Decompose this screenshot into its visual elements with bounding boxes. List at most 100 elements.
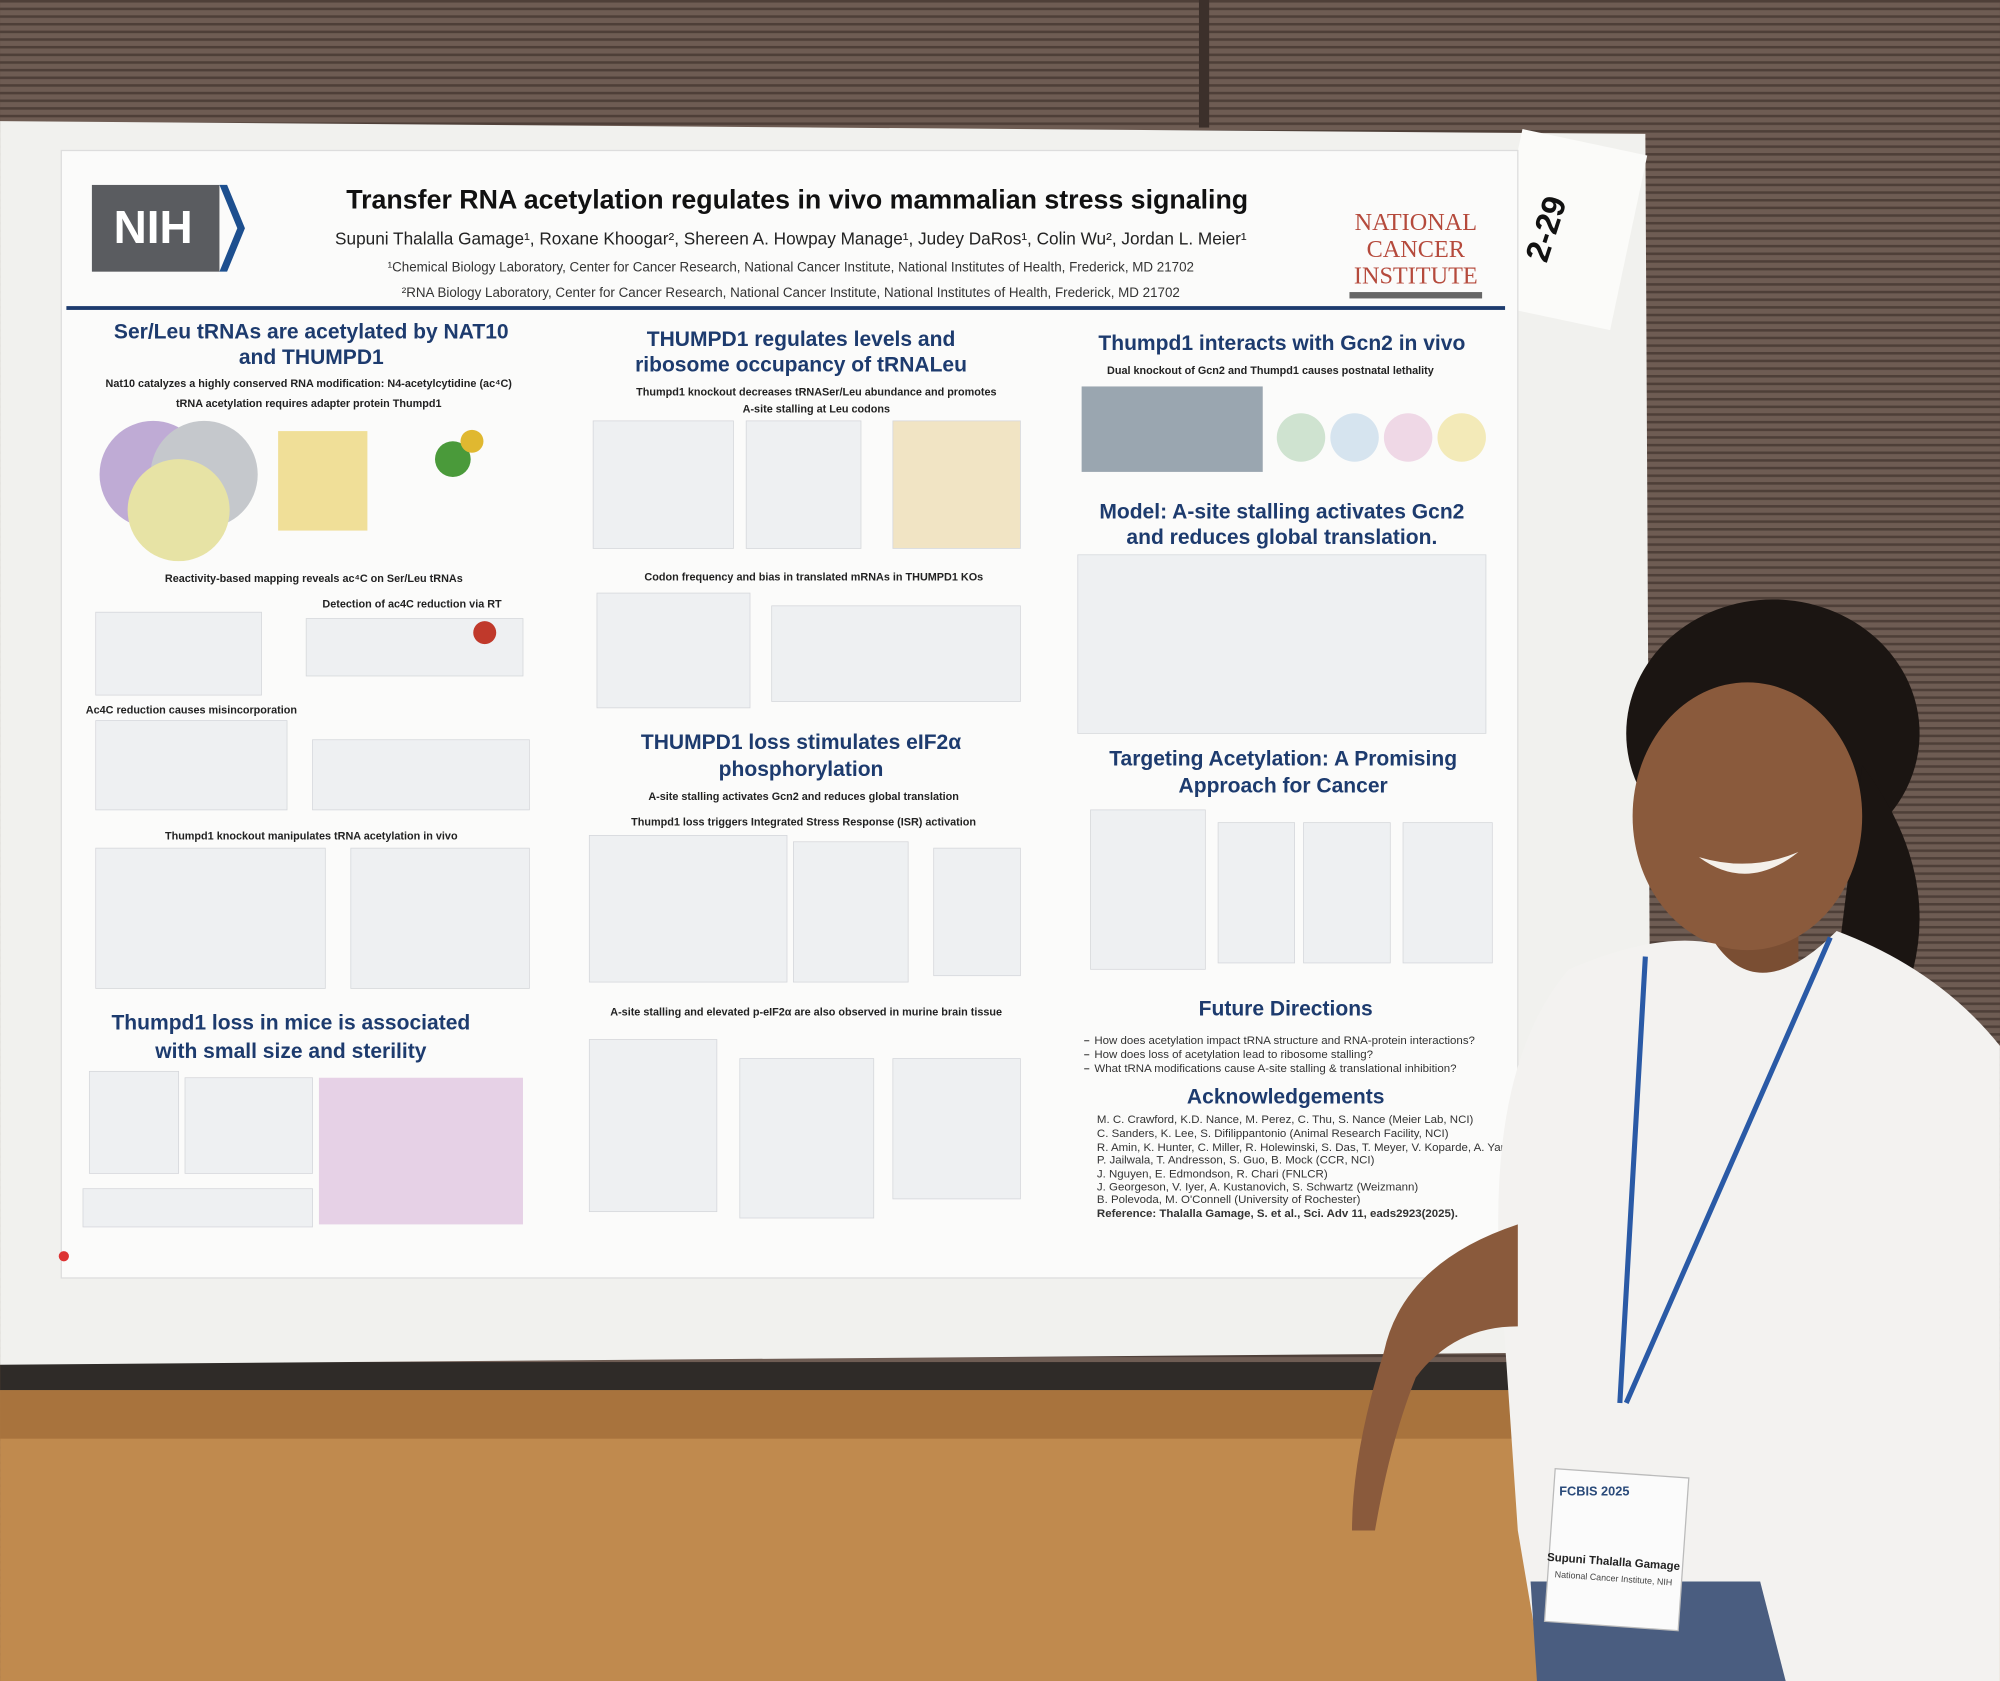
section-heading: Approach for Cancer (1179, 774, 1388, 797)
future-item: What tRNA modifications cause A-site sta… (1094, 1063, 1456, 1075)
genotype-pie (1276, 413, 1326, 462)
caption: Codon frequency and bias in translated m… (644, 572, 983, 584)
nih-logo-chevron (219, 184, 245, 272)
metastases-chart (1303, 822, 1391, 964)
isr-model (588, 835, 788, 983)
scatter-figure (350, 847, 530, 989)
mouse-photo (88, 1070, 180, 1174)
protein-figure (892, 420, 1021, 549)
number-card (1485, 128, 1648, 331)
section-heading: Future Directions (1199, 998, 1373, 1021)
codon-bars (771, 605, 1021, 702)
section-heading: Thumpd1 interacts with Gcn2 in vivo (1098, 332, 1465, 355)
brain-riboseq (588, 1039, 718, 1213)
face (1632, 682, 1863, 951)
caption: tRNA acetylation requires adapter protei… (176, 398, 442, 410)
section-heading: THUMPD1 loss stimulates eIF2α (641, 731, 961, 754)
reduced-marker (473, 621, 497, 645)
tumor-chart (1217, 822, 1296, 964)
genotype-pie (1437, 413, 1486, 462)
caption: Thumpd1 knockout manipulates tRNA acetyl… (165, 831, 458, 843)
ack-item: J. Nguyen, E. Edmondson, R. Chari (FNLCR… (1097, 1169, 1328, 1181)
growth-chart (184, 1077, 313, 1174)
ack-item: P. Jailwala, T. Andresson, S. Guo, B. Mo… (1097, 1155, 1375, 1167)
caption: A-site stalling and elevated p-eIF2α are… (610, 1007, 1002, 1019)
table (82, 1188, 313, 1228)
nci-logo: CANCER (1367, 236, 1466, 263)
pushpin (58, 1251, 69, 1262)
nih-logo-block (91, 184, 220, 272)
caption: A-site stalling at Leu codons (743, 403, 890, 415)
brain-rnaseq (892, 1058, 1021, 1200)
nci-logo-bar (1349, 292, 1483, 299)
authors: Supuni Thalalla Gamage¹, Roxane Khoogar²… (335, 228, 1247, 248)
section-heading: with small size and sterility (154, 1040, 426, 1063)
badge-event: FCBIS 2025 (1559, 1484, 1629, 1499)
caption: Reactivity-based mapping reveals ac⁴C on… (165, 573, 463, 585)
figure (95, 611, 262, 696)
nat10-figure (434, 441, 471, 478)
section-heading: phosphorylation (719, 758, 884, 781)
genotype-pie (1383, 413, 1433, 462)
section-heading: Model: A-site stalling activates Gcn2 (1099, 500, 1464, 523)
ack-item: Reference: Thalalla Gamage, S. et al., S… (1097, 1208, 1458, 1220)
caption: Detection of ac4C reduction via RT (322, 598, 502, 610)
chromatogram (95, 720, 288, 811)
smile (1698, 851, 1799, 874)
tumor-model (1090, 809, 1206, 970)
future-item: How does loss of acetylation lead to rib… (1094, 1049, 1373, 1061)
thumpd1-figure (460, 429, 484, 453)
section-heading: ribosome occupancy of tRNALeu (635, 354, 967, 377)
nih-logo: NIH (114, 201, 193, 253)
section-heading: Ser/Leu tRNAs are acetylated by NAT10 (114, 320, 509, 343)
section-heading: Thumpd1 loss in mice is associated (111, 1012, 470, 1035)
ack-item: J. Georgeson, V. Iyer, A. Kustanovich, S… (1097, 1181, 1418, 1193)
section-heading: Acknowledgements (1187, 1086, 1385, 1109)
caption: Ac4C reduction causes misincorporation (86, 704, 297, 716)
western-blot (792, 841, 909, 983)
person: FCBIS 2025 Supuni Thalalla Gamage Nation… (1352, 599, 2000, 1681)
codon-scatter (596, 592, 751, 709)
caption: A-site stalling activates Gcn2 and reduc… (648, 791, 958, 803)
figure (312, 739, 530, 811)
nci-logo: INSTITUTE (1354, 263, 1478, 290)
arm (1352, 1224, 1518, 1531)
section-heading: and reduces global translation. (1126, 526, 1437, 549)
venn-figure (99, 420, 258, 562)
future-item: How does acetylation impact tRNA structu… (1094, 1035, 1475, 1047)
badge (1543, 1467, 1690, 1632)
ihc-bars (739, 1058, 875, 1219)
section-heading: THUMPD1 regulates levels and (647, 328, 956, 351)
occupancy-figure (745, 420, 862, 549)
section-heading: Targeting Acetylation: A Promising (1109, 748, 1457, 771)
nci-logo: NATIONAL (1355, 209, 1477, 236)
ack-item: M. C. Crawford, K.D. Nance, M. Perez, C.… (1097, 1114, 1474, 1126)
model-figure (1077, 554, 1487, 734)
metastases-chart (1402, 822, 1493, 964)
caption: Thumpd1 knockout decreases tRNASer/Leu a… (636, 387, 996, 399)
structure-figure (278, 431, 368, 531)
genotype-pie (1330, 413, 1379, 462)
ack-item: B. Polevoda, M. O'Connell (University of… (1097, 1194, 1361, 1206)
header-rule (66, 306, 1506, 310)
ack-item: C. Sanders, K. Lee, S. Difilippantonio (… (1097, 1128, 1449, 1140)
future-list: How does acetylation impact tRNA structu… (1084, 1035, 1475, 1075)
caption: Dual knockout of Gcn2 and Thumpd1 causes… (1107, 365, 1434, 377)
affiliation: ²RNA Biology Laboratory, Center for Canc… (402, 285, 1180, 300)
gel-figure (95, 847, 326, 989)
caption: Nat10 catalyzes a highly conserved RNA m… (106, 378, 513, 390)
wall-seam (1198, 0, 1210, 128)
polysome-figure (933, 847, 1021, 977)
section-heading: and THUMPD1 (239, 346, 384, 369)
histology (318, 1077, 523, 1225)
caption: Thumpd1 loss triggers Integrated Stress … (631, 817, 976, 829)
acknowledgements-list: M. C. Crawford, K.D. Nance, M. Perez, C.… (1097, 1114, 1517, 1220)
mice-photo (1081, 386, 1263, 472)
volcano-figure (592, 420, 734, 549)
affiliation: ¹Chemical Biology Laboratory, Center for… (388, 259, 1194, 274)
lanyard (1617, 936, 1833, 1404)
ack-item: R. Amin, K. Hunter, C. Miller, R. Holewi… (1097, 1142, 1517, 1154)
poster-title: Transfer RNA acetylation regulates in vi… (346, 185, 1248, 215)
